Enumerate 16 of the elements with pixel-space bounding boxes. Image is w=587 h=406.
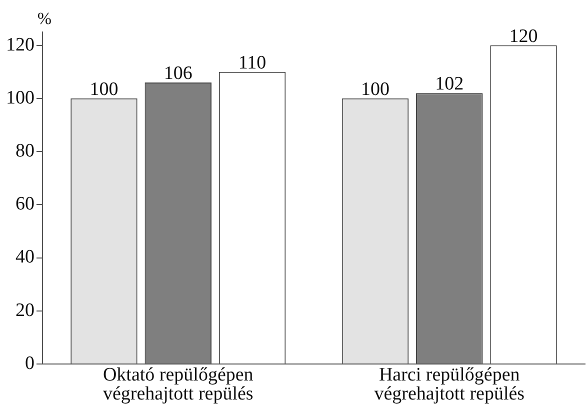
x-tick-label: Oktató repülőgépen végrehajtott repülés bbox=[102, 364, 254, 404]
y-tick-label: 80 bbox=[16, 140, 34, 162]
y-tick-label: 60 bbox=[16, 194, 34, 215]
y-tick-label: 120 bbox=[6, 34, 34, 56]
y-axis-title: % bbox=[37, 8, 52, 28]
data-label: 120 bbox=[509, 26, 538, 47]
data-label: 100 bbox=[360, 78, 390, 100]
x-tick-label: Harci repülőgépen végrehajtott repülés bbox=[374, 364, 525, 404]
y-tick-label: 0 bbox=[25, 352, 34, 374]
data-label: 100 bbox=[90, 78, 118, 100]
y-tick-label: 40 bbox=[16, 246, 34, 268]
y-tick-label: 100 bbox=[6, 87, 34, 108]
data-label: 102 bbox=[435, 74, 464, 95]
data-label: 106 bbox=[164, 62, 192, 84]
data-label: 110 bbox=[238, 52, 266, 74]
y-tick-label: 20 bbox=[16, 300, 34, 321]
